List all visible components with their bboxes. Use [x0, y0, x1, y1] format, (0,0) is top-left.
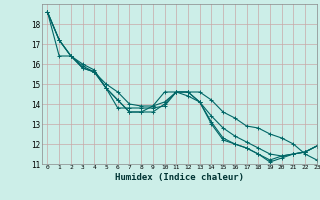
X-axis label: Humidex (Indice chaleur): Humidex (Indice chaleur)	[115, 173, 244, 182]
